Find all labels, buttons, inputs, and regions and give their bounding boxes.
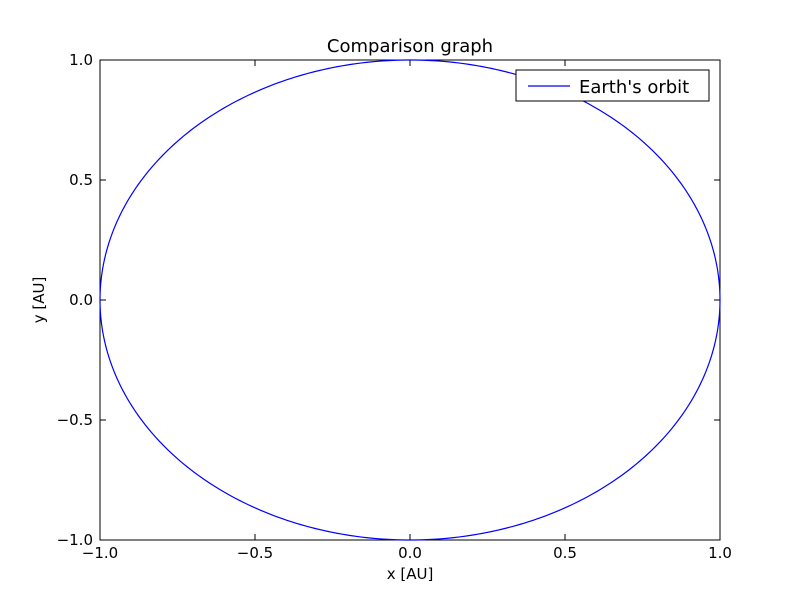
y-axis-label: y [AU] bbox=[30, 277, 48, 324]
x-tick-label: −0.5 bbox=[237, 544, 273, 562]
y-tick-label: 0.0 bbox=[69, 291, 93, 309]
y-tick-label: 1.0 bbox=[69, 51, 93, 69]
y-tick-label: −1.0 bbox=[57, 531, 93, 549]
legend: Earth's orbit bbox=[515, 69, 710, 102]
y-tick-label: −0.5 bbox=[57, 411, 93, 429]
x-tick-label: 1.0 bbox=[708, 544, 732, 562]
x-tick-label: −1.0 bbox=[82, 544, 118, 562]
x-tick-label: 0.0 bbox=[398, 544, 422, 562]
x-axis-label: x [AU] bbox=[387, 565, 434, 583]
chart-title: Comparison graph bbox=[327, 36, 493, 57]
x-tick-label: 0.5 bbox=[553, 544, 577, 562]
legend-label: Earth's orbit bbox=[579, 77, 689, 98]
plot-area: −1.0 −0.5 0.0 0.5 1.0 −1.0 −0.5 0.0 0.5 1.0 bbox=[57, 51, 732, 562]
y-tick-label: 0.5 bbox=[69, 171, 93, 189]
plot-frame bbox=[99, 59, 721, 541]
